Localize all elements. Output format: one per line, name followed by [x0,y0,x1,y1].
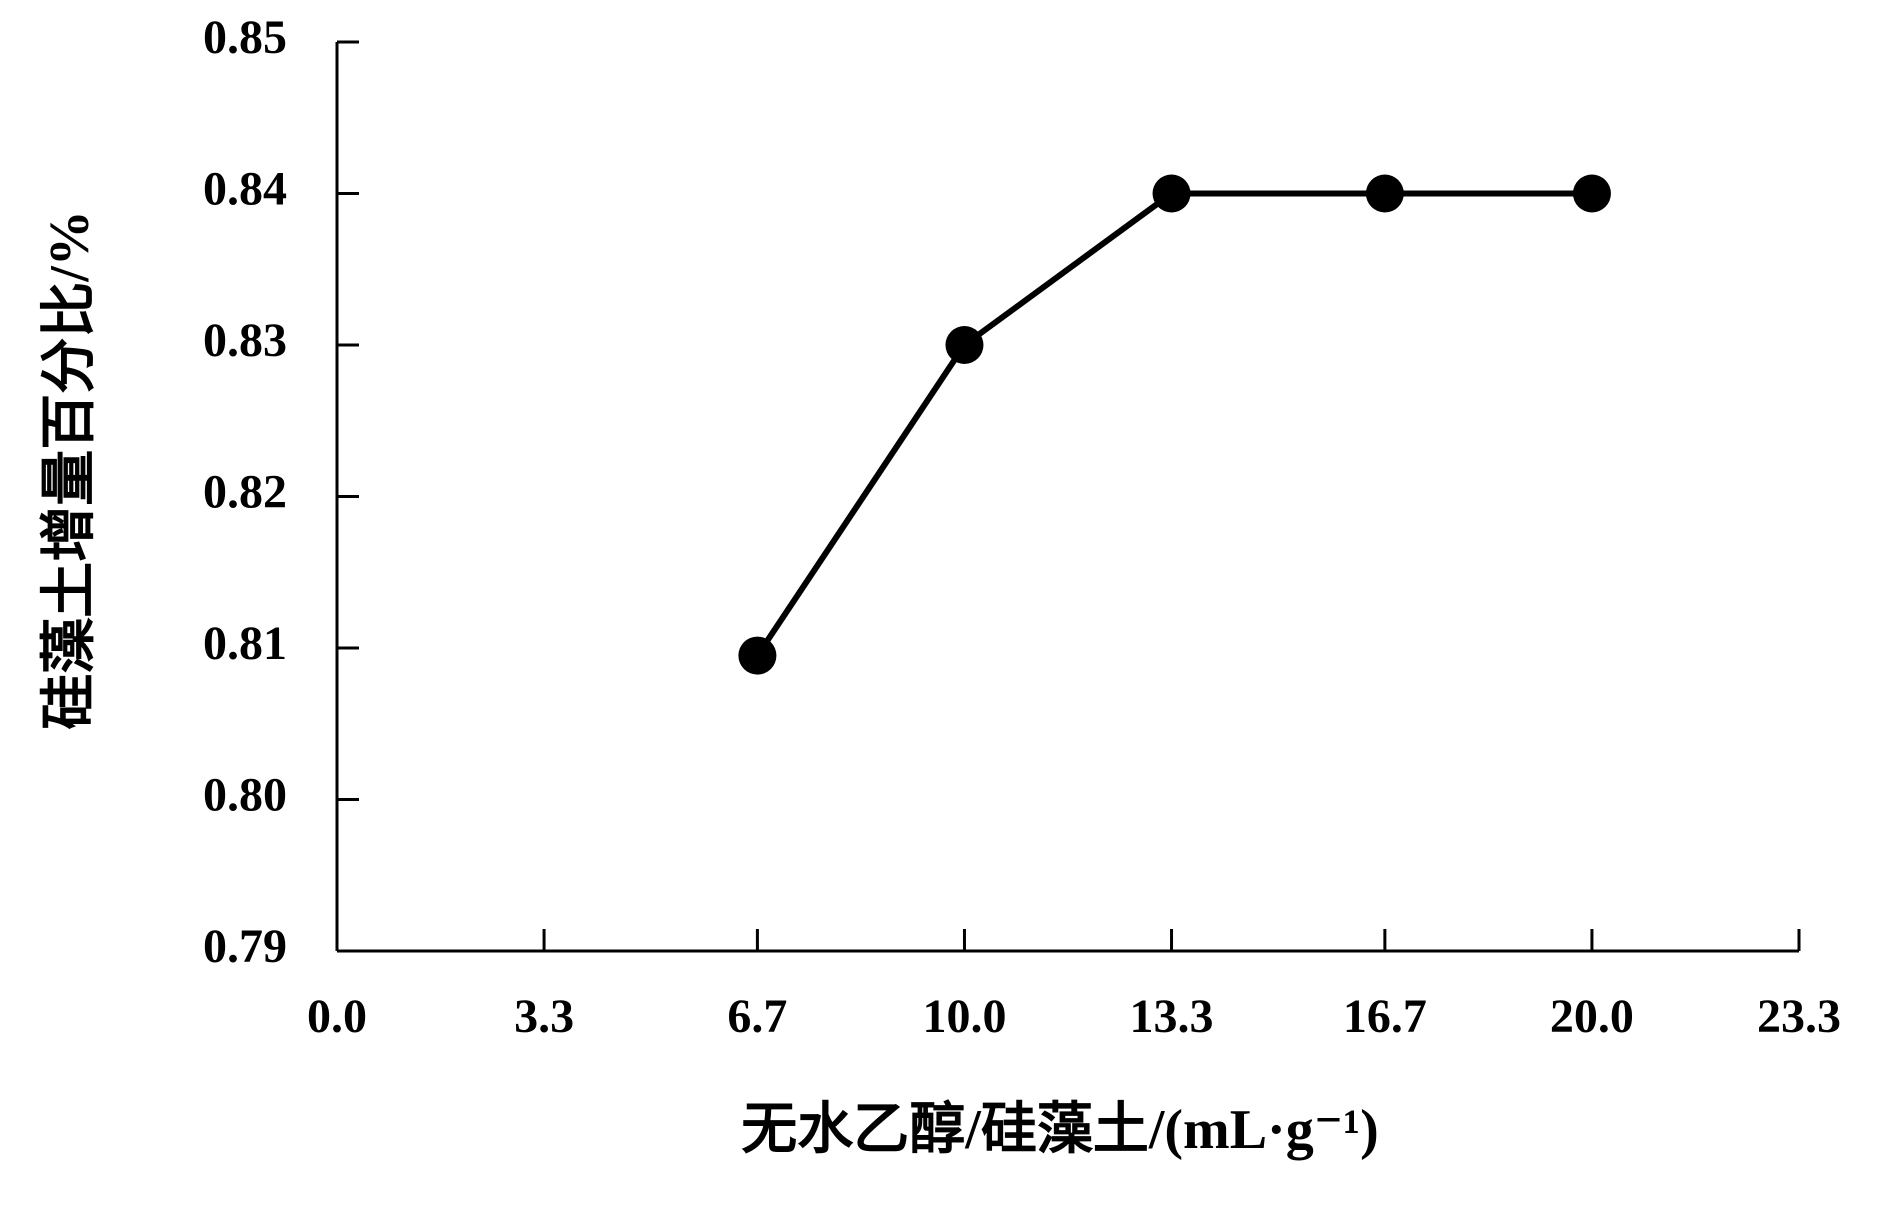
x-tick-label: 23.3 [1757,990,1841,1043]
x-tick-label: 3.3 [514,990,574,1043]
line [754,190,1592,658]
y-tick-label: 0.81 [203,617,287,670]
x-tick-label: 20.0 [1550,990,1634,1043]
point [945,326,984,364]
y-tick-label: 0.85 [203,11,287,64]
x-tick-label: 10.0 [922,990,1006,1043]
point [1152,174,1191,213]
point [738,636,777,675]
x-tick-label: 16.7 [1343,990,1427,1043]
y-tick-label: 0.84 [203,163,287,216]
y-tick-label: 0.83 [203,314,287,367]
x-tick-label: 0.0 [307,990,367,1043]
x-tick-label: 13.3 [1130,990,1214,1043]
y-axis-title: 硅藻土增量百分比/% [39,210,101,730]
point [1365,174,1404,213]
x-tick-label: 6.7 [727,990,787,1043]
y-tick-label: 0.80 [203,769,287,822]
point [1572,174,1611,213]
y-tick-label: 0.79 [203,920,287,973]
y-tick-label: 0.82 [203,466,287,519]
x-axis-title: 无水乙醇/硅藻土/(mL·g⁻¹) [741,1099,1378,1161]
